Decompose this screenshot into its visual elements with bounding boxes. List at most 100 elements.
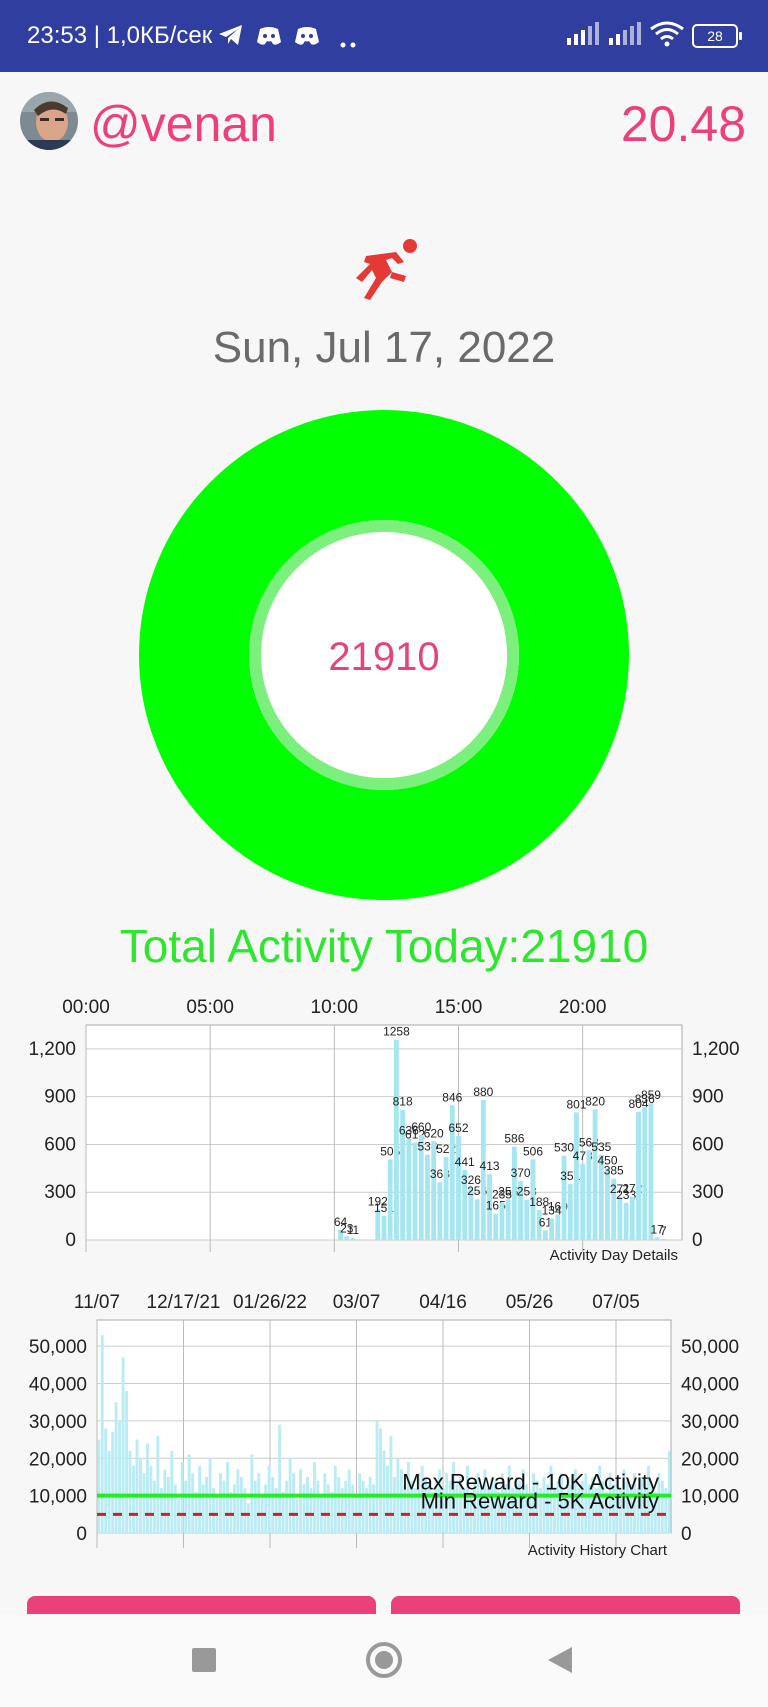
history-bar — [198, 1465, 202, 1533]
history-bar — [594, 1488, 598, 1533]
signal-icon — [566, 21, 602, 51]
history-bar — [114, 1402, 118, 1533]
history-bar — [358, 1473, 362, 1533]
home-circle-icon[interactable] — [360, 1636, 408, 1684]
history-bar — [615, 1476, 619, 1533]
history-bar — [626, 1480, 629, 1533]
day-bar-label: 660 — [411, 1120, 431, 1134]
history-bar — [473, 1480, 476, 1533]
right-action-button[interactable] — [391, 1596, 740, 1614]
history-bar — [445, 1473, 449, 1533]
history-bar — [546, 1484, 549, 1533]
history-bar — [97, 1439, 101, 1533]
history-bar — [212, 1488, 215, 1533]
y-tick-label-right: 0 — [692, 1230, 703, 1251]
day-bar-label: 620 — [424, 1126, 444, 1140]
history-bar — [368, 1476, 372, 1533]
day-bar-label: 23 — [340, 1221, 354, 1235]
history-bar — [302, 1484, 306, 1533]
avatar[interactable] — [20, 92, 78, 150]
y-tick-label-left: 30,000 — [29, 1412, 87, 1433]
username[interactable]: @venan — [90, 96, 277, 152]
history-bar — [469, 1491, 473, 1533]
y-tick-label-right: 50,000 — [681, 1337, 739, 1358]
recents-square-icon[interactable] — [180, 1636, 228, 1684]
history-bar — [267, 1465, 271, 1533]
history-bar — [660, 1480, 664, 1533]
history-bar — [246, 1503, 250, 1533]
day-bar-label: 11 — [347, 1223, 360, 1237]
day-bar-label: 441 — [455, 1155, 475, 1169]
history-bar — [392, 1476, 396, 1533]
y-tick-label-right: 10,000 — [681, 1487, 739, 1508]
history-bar — [518, 1480, 522, 1533]
x-tick-label: 10:00 — [311, 997, 359, 1018]
history-bar — [664, 1488, 668, 1533]
day-bar — [375, 1209, 381, 1240]
history-bar — [424, 1476, 428, 1533]
back-triangle-icon[interactable] — [536, 1636, 584, 1684]
history-bar — [438, 1469, 442, 1533]
y-tick-label-right: 300 — [692, 1182, 724, 1203]
history-bar — [330, 1491, 334, 1533]
x-tick-label: 11/07 — [74, 1292, 120, 1313]
day-bar — [530, 1159, 536, 1240]
history-bar — [605, 1491, 609, 1533]
history-bar — [236, 1469, 240, 1533]
day-bar — [487, 1174, 492, 1240]
history-bar — [100, 1334, 104, 1533]
day-bar-label: 846 — [442, 1090, 462, 1104]
day-bar-label: 530 — [554, 1141, 574, 1155]
left-action-button[interactable] — [27, 1596, 376, 1614]
y-tick-label-right: 0 — [681, 1524, 692, 1545]
day-bar — [499, 1202, 505, 1240]
day-bar-label: 586 — [504, 1132, 524, 1146]
day-bar-label: 385 — [604, 1164, 624, 1178]
wifi-icon — [650, 21, 684, 52]
day-bar-label: 801 — [566, 1097, 586, 1111]
profile-header: @venan 20.48 — [0, 72, 768, 192]
day-bar — [449, 1105, 455, 1240]
history-bar — [587, 1484, 591, 1533]
day-bar — [474, 1199, 480, 1240]
history-bar — [163, 1469, 167, 1533]
history-bar — [511, 1488, 515, 1533]
day-bar-label: 820 — [585, 1094, 605, 1108]
history-bar — [194, 1491, 198, 1533]
history-bar — [431, 1491, 435, 1533]
y-tick-label-left: 900 — [44, 1087, 76, 1108]
day-bar — [623, 1202, 629, 1240]
day-bar — [629, 1196, 635, 1240]
y-tick-label-left: 10,000 — [29, 1487, 87, 1508]
x-tick-label: 12/17/21 — [147, 1292, 221, 1313]
day-bar-label: 326 — [461, 1173, 481, 1187]
history-bar — [351, 1484, 355, 1533]
history-bar — [121, 1357, 125, 1533]
history-bar — [486, 1488, 490, 1533]
history-bar — [142, 1473, 146, 1533]
y-tick-label-right: 40,000 — [681, 1375, 739, 1396]
more-dots-icon — [340, 35, 356, 53]
history-bar — [539, 1488, 542, 1533]
history-bar — [309, 1488, 313, 1533]
navigation-bar — [0, 1614, 768, 1707]
history-bar — [184, 1480, 188, 1533]
y-tick-label-left: 0 — [76, 1524, 87, 1545]
history-bar — [285, 1480, 289, 1533]
history-bar — [629, 1484, 633, 1533]
history-bar — [462, 1488, 466, 1533]
day-bar — [400, 1109, 406, 1240]
day-bar-label: 370 — [511, 1166, 531, 1180]
day-bar-label: 450 — [597, 1153, 617, 1167]
history-bar — [646, 1465, 650, 1533]
history-bar — [455, 1484, 459, 1533]
day-bar — [586, 1150, 592, 1240]
day-bar — [387, 1159, 393, 1240]
day-bar — [642, 1106, 648, 1240]
history-bar — [229, 1491, 233, 1533]
y-tick-label-left: 0 — [65, 1230, 76, 1251]
history-bar — [149, 1465, 153, 1533]
history-bar — [633, 1473, 636, 1533]
day-bar — [431, 1141, 437, 1240]
x-tick-label: 04/16 — [419, 1292, 467, 1313]
